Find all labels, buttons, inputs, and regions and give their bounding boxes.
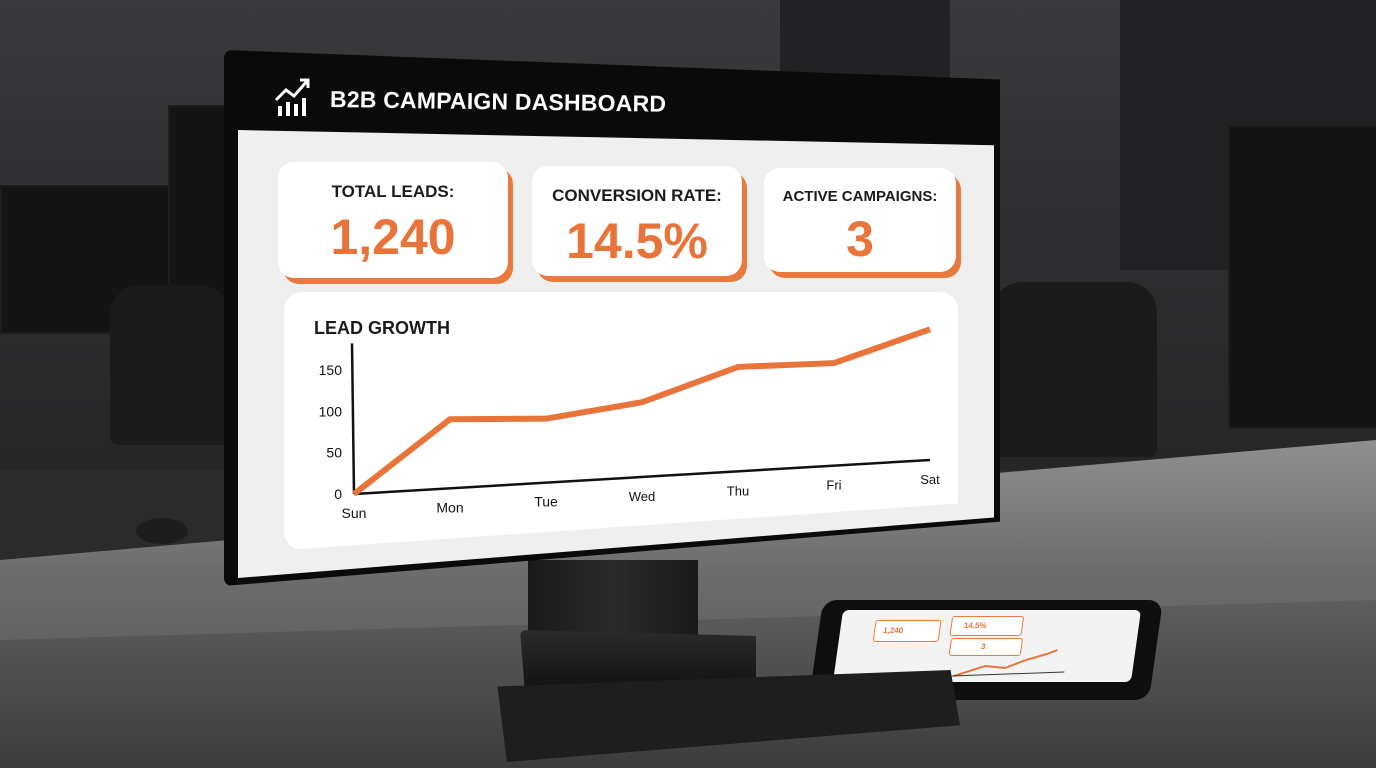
active-campaigns-card: ACTIVE CAMPAIGNS: 3 <box>764 168 956 272</box>
y-tick-label: 100 <box>319 403 343 419</box>
y-axis <box>350 343 356 495</box>
card-value: 3 <box>846 211 874 267</box>
tablet-screen: 1,240 14.5% 3 <box>832 610 1142 682</box>
dashboard-header: B2B CAMPAIGN DASHBOARD <box>238 62 994 142</box>
card-label: TOTAL LEADS: <box>331 182 455 201</box>
x-tick-label: Fri <box>826 478 841 493</box>
background-monitor <box>1228 125 1376 429</box>
tablet-mini-chart <box>951 649 1065 677</box>
total-leads-card: TOTAL LEADS: 1,240 <box>278 162 508 278</box>
y-tick-label: 150 <box>319 362 343 378</box>
chart-growth-icon <box>274 78 310 116</box>
x-tick-label: Mon <box>436 499 463 515</box>
x-tick-label: Thu <box>727 483 749 498</box>
mouse <box>136 518 188 544</box>
office-chair <box>110 285 230 445</box>
x-axis <box>353 458 931 496</box>
y-tick-label: 50 <box>326 445 342 461</box>
series-line <box>352 326 931 497</box>
y-tick-label: 0 <box>334 486 342 502</box>
card-label: ACTIVE CAMPAIGNS: <box>782 188 938 205</box>
x-tick-label: Sun <box>342 505 367 521</box>
card-value: 1,240 <box>330 209 456 265</box>
card-label: CONVERSION RATE: <box>552 186 722 205</box>
x-tick-label: Sat <box>920 472 940 487</box>
conversion-rate-card: CONVERSION RATE: 14.5% <box>532 166 742 276</box>
card-value: 14.5% <box>566 213 708 269</box>
office-chair <box>992 282 1157 457</box>
x-tick-label: Wed <box>629 489 656 504</box>
x-tick-label: Tue <box>534 494 558 510</box>
lead-growth-panel <box>284 292 958 550</box>
chart-title: LEAD GROWTH <box>314 318 450 338</box>
